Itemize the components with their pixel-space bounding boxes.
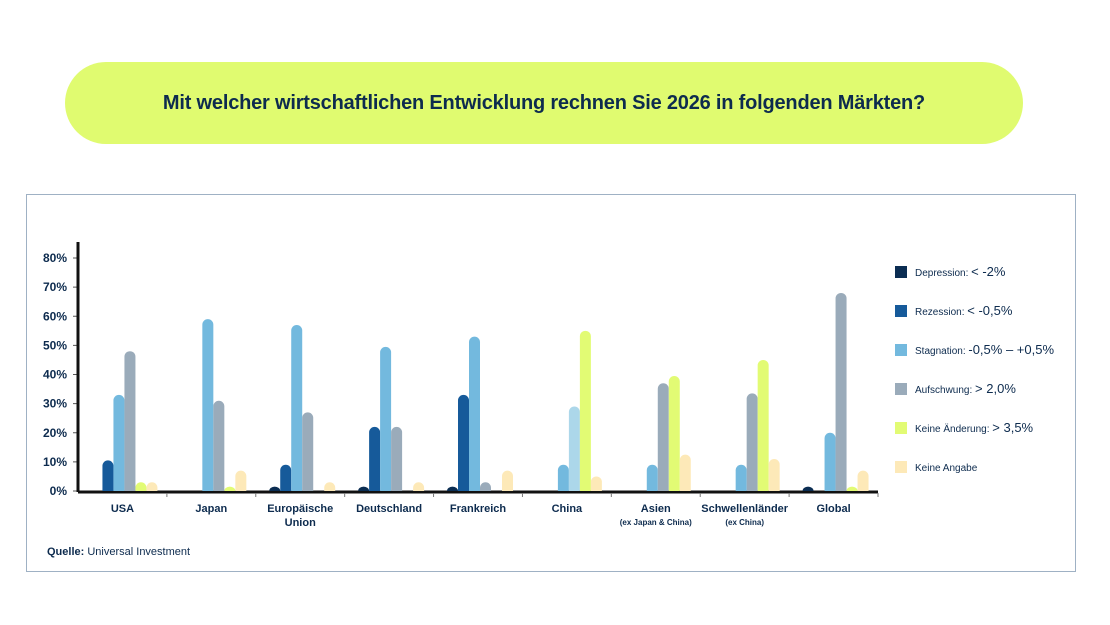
bar-aufschwung (480, 482, 491, 491)
bar-stagnation (113, 394, 125, 491)
y-tick-label: 70% (43, 280, 67, 294)
x-tick-label: Global (816, 503, 850, 515)
x-tick-sublabel: (ex China) (725, 518, 764, 527)
legend-swatch (895, 383, 907, 395)
bar-rezession (280, 464, 292, 491)
bar-keineangabe (502, 470, 513, 491)
bar-keineangabe (235, 470, 247, 491)
chart-frame (26, 194, 1076, 572)
bar-aufschwung (657, 383, 669, 491)
bar-keineangabe (590, 476, 602, 491)
bar-depression (358, 486, 370, 491)
bar-stagnation (735, 464, 747, 491)
bar-stagnation (824, 432, 836, 491)
bar-keineänderung (224, 486, 236, 491)
bar-depression (269, 486, 281, 491)
bar-stagnation (646, 464, 658, 491)
bar-keineangabe (413, 482, 425, 491)
title-banner: Mit welcher wirtschaftlichen Entwicklung… (65, 62, 1023, 144)
bar-aufschwung (124, 351, 136, 491)
y-tick-label: 80% (43, 251, 67, 265)
y-tick-label: 40% (43, 368, 67, 382)
x-tick-label: Japan (195, 503, 227, 515)
bar-keineänderung (579, 330, 591, 491)
source-text: Universal Investment (87, 546, 191, 558)
y-tick-label: 30% (43, 397, 67, 411)
bar-aufschwung (568, 406, 580, 491)
bar-keineänderung (846, 486, 858, 491)
bar-aufschwung (302, 412, 314, 491)
legend-swatch (895, 344, 907, 356)
legend-swatch (895, 305, 907, 317)
bar-depression (447, 486, 458, 491)
legend-swatch (895, 461, 907, 473)
bar-aufschwung (213, 400, 225, 491)
legend-label: Keine Angabe (915, 463, 978, 474)
x-tick-label: Frankreich (450, 503, 507, 515)
source-note: Quelle: Universal Investment (47, 546, 190, 558)
x-tick-label: Deutschland (356, 503, 422, 515)
legend-label: Stagnation: -0,5% – +0,5% (915, 342, 1054, 357)
bar-keineangabe (324, 482, 336, 491)
bar-keineänderung (668, 375, 680, 491)
bar-rezession (369, 426, 381, 491)
bar-keineangabe (768, 458, 780, 491)
legend-swatch (895, 422, 907, 434)
x-tick-sublabel: (ex Japan & China) (620, 518, 692, 527)
bar-keineangabe (679, 454, 691, 491)
legend-label: Depression: < -2% (915, 264, 1006, 279)
bar-depression (802, 486, 814, 491)
x-tick-label: Schwellenländer (701, 503, 789, 515)
x-tick-label: USA (111, 503, 134, 515)
bar-rezession (458, 394, 469, 491)
y-tick-label: 10% (43, 455, 67, 469)
legend-label: Rezession: < -0,5% (915, 303, 1013, 318)
bar-rezession (102, 460, 114, 491)
bar-aufschwung (391, 426, 403, 491)
legend-label: Aufschwung: > 2,0% (915, 381, 1016, 396)
bar-keineangabe (857, 470, 869, 491)
y-tick-label: 0% (50, 484, 68, 498)
bar-stagnation (469, 336, 480, 491)
bar-keineangabe (146, 482, 158, 491)
bar-aufschwung (835, 292, 847, 491)
bar-aufschwung (746, 393, 758, 491)
bar-keineänderung (135, 482, 147, 491)
y-tick-label: 20% (43, 426, 67, 440)
bar-stagnation (291, 324, 303, 491)
y-tick-label: 60% (43, 309, 67, 323)
bar-stagnation (557, 464, 569, 491)
x-tick-label: China (552, 503, 583, 515)
source-label: Quelle: (47, 546, 85, 558)
bar-stagnation (380, 346, 392, 491)
bar-stagnation (202, 319, 214, 491)
x-tick-label: Europäische Union (267, 503, 333, 529)
bar-keineänderung (757, 359, 769, 491)
legend-label: Keine Änderung: > 3,5% (915, 420, 1034, 435)
legend-swatch (895, 266, 907, 278)
chart-title: Mit welcher wirtschaftlichen Entwicklung… (162, 91, 926, 114)
y-tick-label: 50% (43, 338, 67, 352)
x-tick-label: Asien (641, 503, 671, 515)
